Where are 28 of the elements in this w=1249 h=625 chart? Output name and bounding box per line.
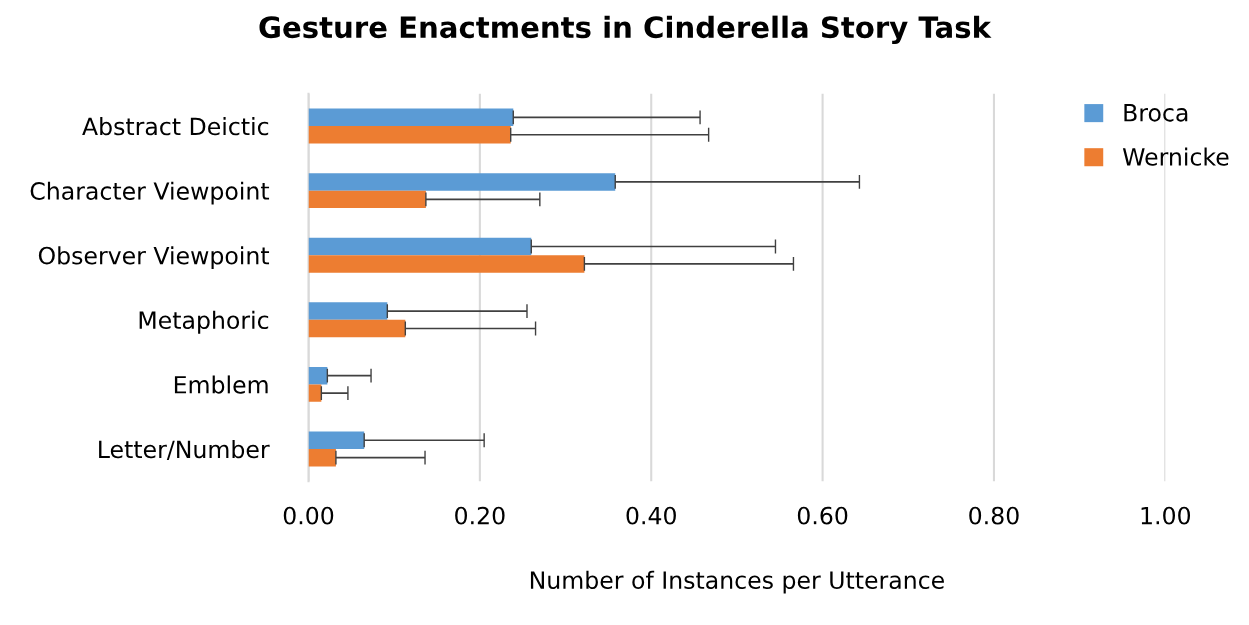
bar (308, 448, 336, 467)
y-tick-label: Observer Viewpoint (38, 246, 270, 270)
bar (308, 126, 511, 144)
x-tick-label: 0.40 (626, 506, 676, 525)
x-tick-label: 0.20 (455, 506, 505, 525)
bar (308, 108, 514, 127)
bar (308, 384, 322, 402)
bar (308, 173, 616, 191)
y-tick-label: Letter/Number (99, 439, 270, 461)
bar (308, 366, 328, 385)
y-tick-label: Metaphoric (139, 310, 269, 334)
y-tick-label: Abstract Deictic (82, 117, 269, 136)
bar (308, 319, 406, 338)
bar (308, 431, 365, 449)
y-tick-label: Emblem (174, 375, 268, 394)
bar (308, 302, 388, 320)
legend-label: Broca (1124, 104, 1188, 122)
bar (308, 255, 585, 273)
legend-label: Wernicke (1122, 147, 1229, 166)
chart-title: Gesture Enactments in Cinderella Story Task (259, 15, 992, 45)
x-tick-label: 0.00 (283, 506, 334, 525)
y-tick-label: Character Viewpoint (30, 181, 270, 205)
x-tick-label: 1.00 (1141, 506, 1191, 525)
x-tick-label: 0.60 (797, 506, 848, 525)
x-tick-label: 0.80 (969, 506, 1019, 525)
x-axis-title: Number of Instances per Utterance (530, 570, 944, 594)
bar (308, 237, 532, 256)
bar (308, 190, 426, 209)
